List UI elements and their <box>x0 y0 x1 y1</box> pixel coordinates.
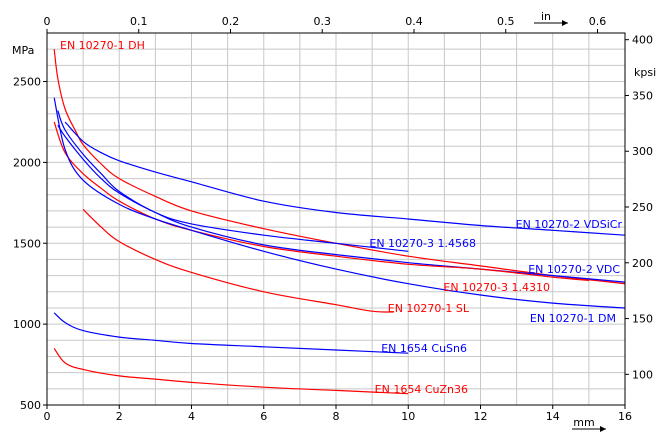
left-axis-tick-label: 2500 <box>13 76 41 89</box>
right-axis-tick-label: 150 <box>632 313 653 326</box>
series-line <box>53 348 409 395</box>
gridlines <box>46 32 626 406</box>
bottom-axis-tick-label: 8 <box>333 410 340 423</box>
bottom-axis-tick-label: 0 <box>44 410 51 423</box>
top-axis-tick-label: 0.4 <box>405 15 423 28</box>
left-axis-tick-label: 500 <box>20 399 41 412</box>
top-axis-tick-label: 0.3 <box>313 15 331 28</box>
series-line <box>64 121 626 236</box>
top-axis-tick-label: 0.1 <box>130 15 148 28</box>
bottom-axis-tick-label: 6 <box>260 410 267 423</box>
bottom-axis-tick-label: 10 <box>401 410 415 423</box>
series-label: EN 1654 CuSn6 <box>381 342 467 355</box>
top-axis-tick-label: 0.6 <box>589 15 607 28</box>
top-unit-arrow-head <box>562 20 568 26</box>
right-axis-tick-label: 300 <box>632 145 653 158</box>
left-axis-unit: MPa <box>12 44 34 57</box>
series-label: EN 10270-1 DH <box>60 39 145 52</box>
series-curves <box>53 49 626 395</box>
right-axis-tick-label: 200 <box>632 257 653 270</box>
axis-unit-arrows <box>534 20 606 432</box>
right-axis-tick-label: 400 <box>632 34 653 47</box>
right-axis-tick-label: 100 <box>632 368 653 381</box>
series-line <box>53 97 626 309</box>
bottom-axis-tick-label: 12 <box>474 410 488 423</box>
bottom-axis-tick-label: 4 <box>188 410 195 423</box>
series-label: EN 10270-2 VDC <box>528 263 620 276</box>
left-axis-tick-label: 1500 <box>13 237 41 250</box>
bottom-unit-arrow-head <box>600 426 606 432</box>
series-line <box>53 49 626 285</box>
bottom-axis-tick-label: 2 <box>116 410 123 423</box>
left-axis-tick-label: 2000 <box>13 156 41 169</box>
right-axis-tick-label: 350 <box>632 89 653 102</box>
bottom-axis-unit: mm <box>573 416 594 429</box>
top-axis-unit: in <box>541 10 551 23</box>
series-labels: EN 10270-1 DH EN 10270-2 VDSiCr EN 10270-3… <box>60 39 622 396</box>
bottom-axis-tick-label: 14 <box>546 410 560 423</box>
series-label: EN 10270-3 1.4568 <box>369 237 476 250</box>
series-line <box>82 208 394 313</box>
top-axis-tick-label: 0.2 <box>222 15 240 28</box>
top-axis-tick-label: 0.5 <box>497 15 515 28</box>
axis-ticks: 0 2 4 6 8 10 12 14 16 0 0.1 0.2 0.3 0.4 0.5 0.6 500 1000 1… <box>13 15 653 423</box>
top-axis-tick-label: 0 <box>44 15 51 28</box>
series-label: EN 10270-1 DM <box>530 312 616 325</box>
series-line <box>53 312 409 354</box>
series-label: EN 10270-1 SL <box>388 302 470 315</box>
series-label: EN 10270-2 VDSiCr <box>516 218 623 231</box>
right-axis-unit: kpsi <box>634 66 656 79</box>
series-label: EN 1654 CuZn36 <box>375 383 468 396</box>
bottom-axis-tick-label: 16 <box>618 410 632 423</box>
left-axis-tick-label: 1000 <box>13 318 41 331</box>
series-label: EN 10270-3 1.4310 <box>443 281 550 294</box>
right-axis-tick-label: 250 <box>632 201 653 214</box>
